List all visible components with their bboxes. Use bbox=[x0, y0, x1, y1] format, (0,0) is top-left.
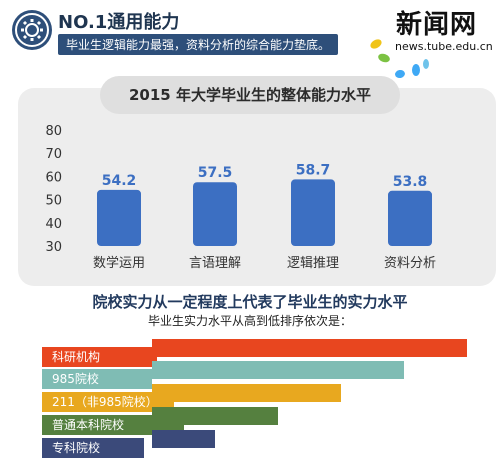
decorative-leaves-icon bbox=[370, 39, 429, 79]
bar-value-label: 53.8 bbox=[393, 174, 428, 190]
ranking-bar bbox=[152, 339, 467, 357]
gear-head-icon bbox=[12, 10, 52, 50]
bar-value-label: 58.7 bbox=[296, 162, 331, 178]
ranking-label: 科研机构 bbox=[42, 347, 157, 367]
bar bbox=[97, 189, 141, 246]
category-label: 资料分析 bbox=[384, 256, 436, 271]
ability-bar-chart: 30 40 50 60 70 80 54.2 数学运用 57.5 言语理解 58.7 逻辑推理 53.8… bbox=[45, 124, 436, 271]
chart-title: 2015 年大学毕业生的整体能力水平 bbox=[129, 86, 371, 104]
bar bbox=[291, 179, 335, 246]
section-subtitle: 毕业生逻辑能力最强，资料分析的综合能力垫底。 bbox=[58, 34, 339, 55]
y-tick-label: 80 bbox=[45, 124, 62, 139]
ranking-label: 专科院校 bbox=[42, 438, 144, 458]
bar bbox=[388, 190, 432, 246]
ranking-bar bbox=[152, 361, 404, 379]
watermark-brand: 新闻网 bbox=[396, 10, 478, 40]
bar bbox=[193, 182, 237, 246]
watermark-url: news.tube.edu.cn bbox=[395, 40, 493, 53]
ranking-title: 院校实力从一定程度上代表了毕业生的实力水平 bbox=[92, 293, 408, 311]
y-tick-label: 60 bbox=[45, 170, 62, 185]
bar-value-label: 57.5 bbox=[198, 165, 233, 181]
ranking-subtitle: 毕业生实力水平从高到低排序依次是： bbox=[147, 314, 352, 328]
y-tick-label: 50 bbox=[45, 194, 62, 209]
category-label: 逻辑推理 bbox=[287, 256, 339, 271]
y-tick-label: 40 bbox=[45, 217, 62, 232]
category-label: 数学运用 bbox=[93, 255, 145, 271]
ranking-bar bbox=[152, 430, 215, 448]
header: NO.1通用能力 毕业生逻辑能力最强，资料分析的综合能力垫底。 bbox=[12, 6, 352, 58]
section-title: NO.1通用能力 bbox=[58, 12, 180, 33]
ranking-label: 211（非985院校） bbox=[42, 392, 174, 412]
ranking-bar bbox=[152, 384, 341, 402]
ranking-label: 普通本科院校 bbox=[42, 415, 184, 435]
category-label: 言语理解 bbox=[189, 256, 241, 271]
y-tick-label: 70 bbox=[45, 147, 62, 162]
bar-value-label: 54.2 bbox=[102, 173, 137, 189]
chart-title-pill bbox=[100, 76, 400, 114]
y-tick-label: 30 bbox=[45, 240, 62, 255]
chart-panel bbox=[18, 88, 496, 286]
ranking-label: 985院校 bbox=[42, 369, 152, 389]
